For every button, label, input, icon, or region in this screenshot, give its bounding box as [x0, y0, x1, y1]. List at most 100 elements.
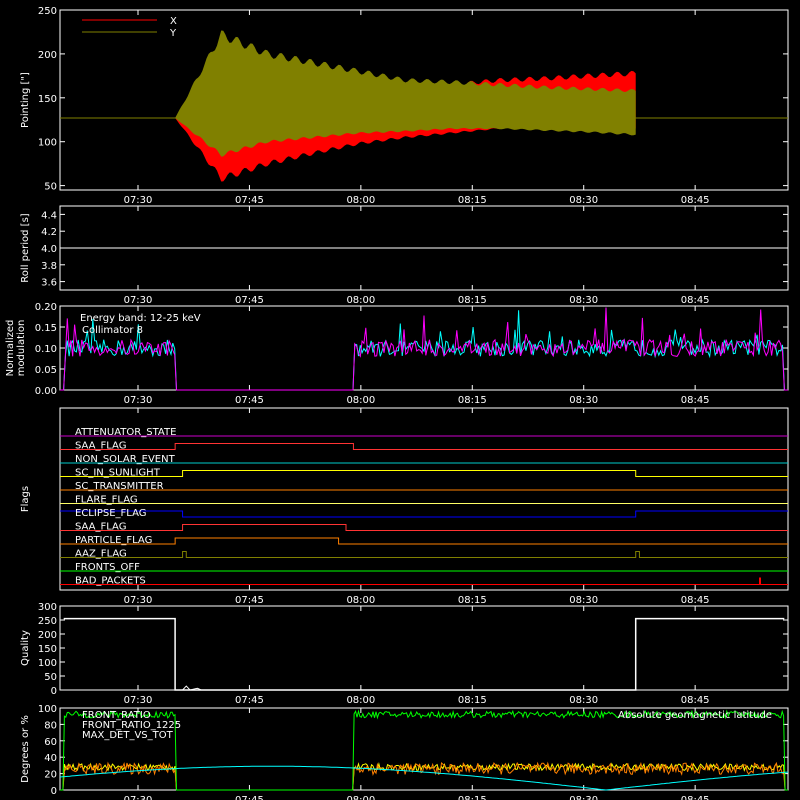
x-tick-label: 07:45 [235, 395, 264, 406]
y-tick-label: 100 [38, 704, 57, 715]
y-tick-label: 100 [38, 138, 57, 149]
x-tick-label: 08:15 [458, 295, 487, 306]
x-tick-label: 08:45 [681, 195, 710, 206]
y-tick-label: 200 [38, 50, 57, 61]
x-tick-label: 07:30 [124, 295, 153, 306]
legend-Y-label: Y [169, 28, 177, 39]
flag-aaz-flag-label: AAZ_FLAG [75, 549, 127, 560]
y-tick-label: 50 [44, 672, 57, 683]
y-tick-label: 250 [38, 616, 57, 627]
x-tick-label: 08:15 [458, 595, 487, 606]
y-tick-label: 3.8 [41, 261, 57, 272]
latitude-annotation: Absolute geomagnetic latitude [618, 710, 772, 721]
y-tick-label: 0.10 [35, 344, 57, 355]
flag-saa-flag-trace [60, 443, 788, 450]
series-front-ratio [60, 709, 788, 791]
series-Y-envelope [175, 30, 636, 157]
x-tick-label: 07:45 [235, 595, 264, 606]
y-tick-label: 80 [44, 720, 57, 731]
quality-line [63, 617, 785, 691]
x-tick-label: 07:30 [124, 595, 153, 606]
y-tick-label: 40 [44, 753, 57, 764]
x-tick-label: 08:45 [681, 695, 710, 706]
series-max-det-vs-tot [60, 761, 788, 791]
y-tick-label: 150 [38, 94, 57, 105]
x-tick-label: 08:00 [346, 195, 375, 206]
y-tick-label: 250 [38, 6, 57, 17]
y-tick-label: 4.2 [41, 227, 57, 238]
flag-saa-flag-trace [60, 524, 788, 531]
x-tick-label: 08:00 [346, 695, 375, 706]
y-tick-label: 4.0 [41, 244, 57, 255]
x-tick-label: 08:30 [569, 195, 598, 206]
y-tick-label: 60 [44, 737, 57, 748]
x-tick-label: 07:30 [124, 695, 153, 706]
x-tick-label: 07:45 [235, 195, 264, 206]
flag-non-solar-event-label: NON_SOLAR_EVENT [75, 454, 176, 465]
flag-saa-flag-label: SAA_FLAG [75, 441, 126, 452]
y-tick-label: 0 [51, 786, 57, 797]
y-tick-label: 50 [44, 182, 57, 193]
y-tick-label: 200 [38, 630, 57, 641]
x-tick-label: 07:45 [235, 795, 264, 800]
x-tick-label: 08:30 [569, 295, 598, 306]
collimator-annotation: Collimator 8 [82, 325, 143, 336]
flag-sc-in-sunlight-label: SC_IN_SUNLIGHT [75, 468, 161, 479]
x-tick-label: 08:30 [569, 595, 598, 606]
x-tick-label: 07:30 [124, 395, 153, 406]
geomagnetic-latitude-line [59, 765, 789, 791]
x-tick-label: 08:30 [569, 795, 598, 800]
y-tick-label: 3.6 [41, 278, 57, 289]
legend-max-det-vs-tot: MAX_DET_VS_TOT [82, 730, 174, 741]
x-tick-label: 08:45 [681, 295, 710, 306]
x-tick-label: 08:15 [458, 795, 487, 800]
x-tick-label: 07:45 [235, 295, 264, 306]
flag-sc-in-sunlight-trace [60, 470, 788, 477]
x-tick-label: 08:00 [346, 795, 375, 800]
legend-front-ratio: FRONT_RATIO [82, 710, 151, 721]
y-tick-label: 0.00 [35, 386, 57, 397]
x-tick-label: 08:30 [569, 695, 598, 706]
y-axis-label: Normalizedmodulation [5, 320, 27, 377]
y-axis-label: Pointing ["] [20, 72, 31, 128]
panel-4-frame [59, 407, 789, 591]
legend-front-ratio-1225: FRONT_RATIO_1225 [82, 720, 181, 731]
x-tick-label: 08:00 [346, 295, 375, 306]
y-axis-label: Flags [20, 486, 31, 512]
y-tick-label: 100 [38, 658, 57, 669]
y-tick-label: 20 [44, 770, 57, 781]
legend-X-label: X [170, 16, 177, 27]
panel-1-frame [59, 9, 789, 191]
y-tick-label: 4.4 [41, 210, 57, 221]
energy-band-annotation: Energy band: 12-25 keV [80, 313, 201, 324]
x-tick-label: 08:15 [458, 395, 487, 406]
y-tick-label: 300 [38, 602, 57, 613]
y-tick-label: 0 [51, 686, 57, 697]
flag-eclipse-flag-trace [60, 510, 788, 518]
x-tick-label: 07:30 [124, 795, 153, 800]
x-tick-label: 07:30 [124, 195, 153, 206]
flag-eclipse-flag-label: ECLIPSE_FLAG [75, 508, 146, 519]
x-tick-label: 08:45 [681, 795, 710, 800]
flag-particle-flag-trace [60, 537, 788, 545]
x-tick-label: 08:15 [458, 695, 487, 706]
y-tick-label: 0.05 [35, 365, 57, 376]
flag-aaz-flag-trace [60, 551, 788, 558]
y-tick-label: 150 [38, 644, 57, 655]
x-tick-label: 08:00 [346, 395, 375, 406]
flag-flare-flag-label: FLARE_FLAG [75, 495, 138, 506]
flag-fronts-off-label: FRONTS_OFF [75, 562, 140, 573]
modulation-series-2 [60, 307, 788, 391]
y-axis-label: Degrees or % [20, 715, 31, 783]
flag-bad-packets-label: BAD_PACKETS [75, 576, 146, 587]
x-tick-label: 08:30 [569, 395, 598, 406]
flag-saa-flag-label: SAA_FLAG [75, 522, 126, 533]
x-tick-label: 08:45 [681, 395, 710, 406]
panel-6-frame [59, 707, 789, 791]
flag-particle-flag-label: PARTICLE_FLAG [75, 535, 152, 546]
x-tick-label: 08:00 [346, 595, 375, 606]
x-tick-label: 08:45 [681, 595, 710, 606]
quality-spikes [182, 685, 202, 691]
x-tick-label: 07:45 [235, 695, 264, 706]
